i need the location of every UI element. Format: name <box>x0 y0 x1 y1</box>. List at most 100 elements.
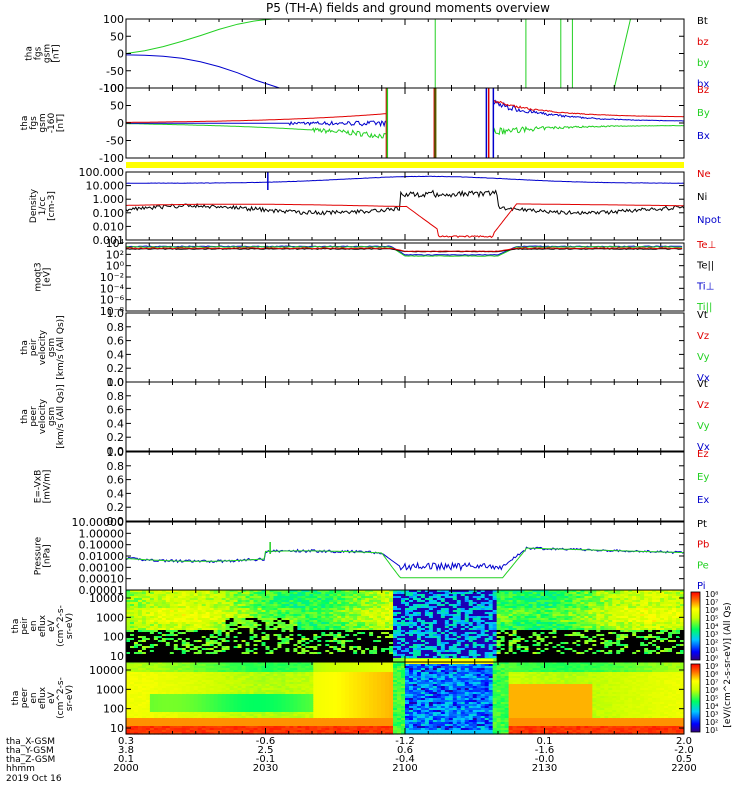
spectrogram-cell <box>221 614 227 617</box>
spectrogram-cell <box>572 592 577 595</box>
spectrogram-cell <box>480 614 486 617</box>
spectrogram-cell <box>221 592 227 595</box>
spectrogram-cell <box>217 652 223 655</box>
spectrogram-cell <box>460 600 466 603</box>
spectrogram-cell <box>201 618 207 621</box>
spectrogram-cell <box>205 652 211 655</box>
spectrogram-cell <box>145 646 151 649</box>
spectrogram-cell <box>532 654 538 657</box>
spectrogram-cell <box>289 620 294 623</box>
spectrogram-cell <box>592 594 597 597</box>
spectrogram-cell <box>496 646 502 649</box>
spectrogram-cell <box>285 660 291 663</box>
spectrogram-cell <box>416 634 422 637</box>
spectrogram-cell <box>560 658 566 661</box>
spectrogram-cell <box>345 592 350 595</box>
spectrogram-cell <box>620 628 625 631</box>
spectrogram-cell <box>305 652 310 655</box>
spectrogram-cell <box>225 618 231 621</box>
spectrogram-cell <box>373 598 378 601</box>
spectrogram-cell <box>436 640 442 643</box>
spectrogram-cell <box>660 618 665 621</box>
spectrogram-cell <box>325 628 330 631</box>
spectrogram-cell <box>189 622 195 625</box>
spectrogram-cell <box>269 624 275 627</box>
spectrogram-cell <box>285 592 291 595</box>
spectrogram-cell <box>269 650 275 653</box>
spectrogram-cell <box>205 640 211 643</box>
spectrogram-cell <box>576 628 581 631</box>
spectrogram-cell <box>588 624 593 627</box>
spectrogram-cell <box>173 610 179 613</box>
spectrogram-cell <box>201 636 207 639</box>
spectrogram-cell <box>588 650 593 653</box>
spectrogram-cell <box>428 644 434 647</box>
spectrogram-cell <box>456 644 462 647</box>
spectrogram-cell <box>472 644 478 647</box>
spectrogram-cell <box>604 626 609 629</box>
spectrogram-cell <box>189 634 195 637</box>
spectrogram-cell <box>472 650 478 653</box>
spectrogram-cell <box>532 592 538 595</box>
spectrogram-cell <box>512 592 518 595</box>
spectrogram-cell <box>416 604 422 607</box>
spectrogram-cell <box>512 612 518 615</box>
spectrogram-cell <box>289 604 294 607</box>
spectrogram-cell <box>660 606 665 609</box>
spectrogram-cell <box>333 626 338 629</box>
spectrogram-cell <box>600 602 605 605</box>
spectrogram-cell <box>393 620 398 623</box>
spectrogram-cell <box>476 652 482 655</box>
spectrogram-cell <box>213 602 219 605</box>
spectrogram-cell <box>333 612 338 615</box>
spectrogram-cell <box>448 610 454 613</box>
spectrogram-cell <box>624 652 629 655</box>
spectrogram-cell <box>428 634 434 637</box>
ylabel-line: velocity <box>38 329 48 365</box>
spectrogram-cell <box>126 608 131 611</box>
spectrogram-cell <box>468 590 474 593</box>
spectrogram-cell <box>293 644 298 647</box>
spectrogram-cell <box>345 598 350 601</box>
spectrogram-cell <box>620 610 625 613</box>
spectrogram-cell <box>149 648 155 651</box>
spectrogram-cell <box>405 650 410 653</box>
spectrogram-cell <box>596 660 601 663</box>
spectrogram-cell <box>317 602 322 605</box>
spectrogram-cell <box>357 622 362 625</box>
spectrogram-cell <box>408 644 414 647</box>
spectrogram-cell <box>145 616 151 619</box>
spectrogram-cell <box>181 614 187 617</box>
spectrogram-cell <box>444 630 450 633</box>
spectrogram-cell <box>365 648 370 651</box>
spectrogram-cell <box>357 644 362 647</box>
spectrogram-cell <box>301 628 306 631</box>
spectrogram-cell <box>233 602 239 605</box>
spectrogram-cell <box>189 656 195 659</box>
spectrogram-cell <box>185 644 191 647</box>
spectrogram-cell <box>389 616 394 619</box>
spectrogram-cell <box>636 616 641 619</box>
spectrogram-cell <box>261 640 267 643</box>
spectrogram-cell <box>428 618 434 621</box>
spectrogram-cell <box>385 616 390 619</box>
spectrogram-cell <box>185 660 191 663</box>
spectrogram-cell <box>253 620 259 623</box>
spectrogram-cell <box>608 618 613 621</box>
spectrogram-cell <box>245 616 251 619</box>
spectrogram-cell <box>325 604 330 607</box>
spectrogram-cell <box>177 604 183 607</box>
spectrogram-cell <box>616 620 621 623</box>
spectrogram-cell <box>193 610 199 613</box>
spectrogram-cell <box>496 618 502 621</box>
spectrogram-cell <box>405 624 410 627</box>
spectrogram-cell <box>253 654 259 657</box>
spectrogram-cell <box>377 594 382 597</box>
spectrogram-cell <box>141 628 147 631</box>
spectrogram-cell <box>309 634 314 637</box>
spectrogram-cell <box>357 652 362 655</box>
spectrogram-cell <box>464 622 470 625</box>
spectrogram-cell <box>656 604 661 607</box>
spectrogram-cell <box>504 596 510 599</box>
spectrogram-cell <box>173 622 179 625</box>
